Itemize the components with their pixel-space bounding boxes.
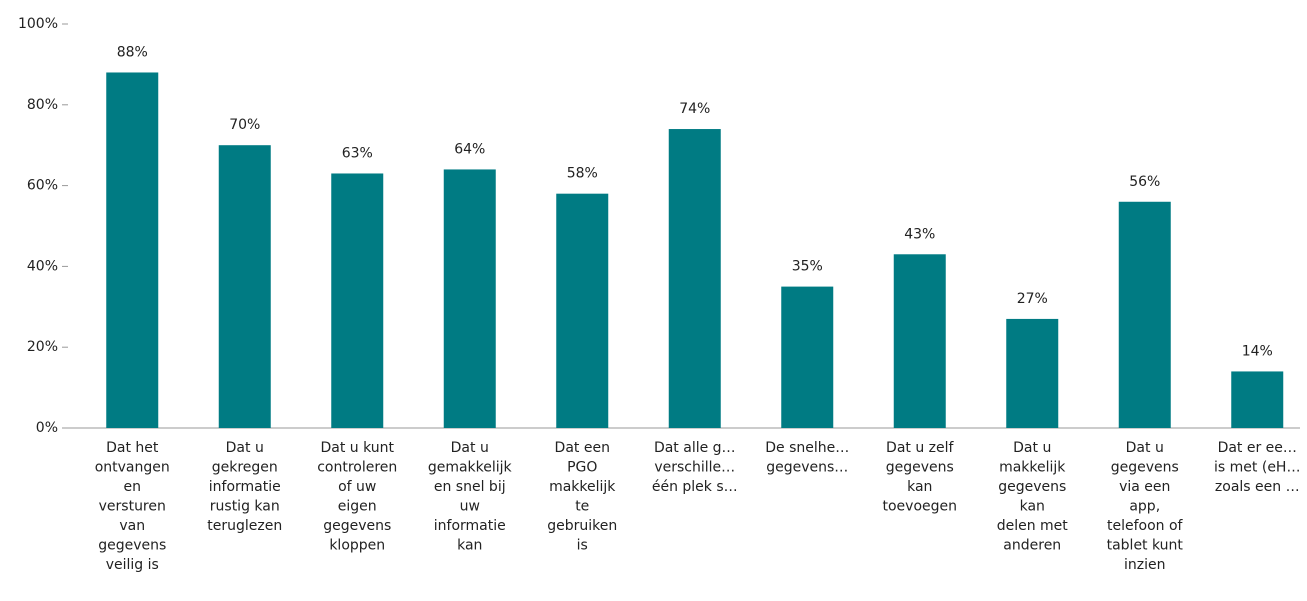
x-tick-label: controleren: [317, 460, 397, 476]
x-tick-label: gegevens: [98, 538, 166, 554]
x-tick-label: is: [577, 538, 588, 554]
x-tick-label: gebruiken: [547, 518, 617, 534]
x-tick-label: van: [119, 518, 145, 534]
bar: [443, 169, 496, 428]
x-tick-label: Dat u kunt: [320, 440, 394, 456]
x-tick-label: informatie: [434, 518, 506, 534]
x-tick-label: Dat er ee…: [1218, 440, 1297, 456]
x-tick-label: gekregen: [212, 460, 278, 476]
y-tick-label: 80%: [27, 97, 58, 113]
value-label: 88%: [117, 44, 148, 60]
x-tick-label: gegevens: [1111, 460, 1179, 476]
value-label: 43%: [904, 226, 935, 242]
x-tick-label: Dat u: [226, 440, 264, 456]
x-tick-label: verschille…: [654, 460, 735, 476]
bar: [556, 193, 609, 428]
x-tick-label: kloppen: [329, 538, 385, 554]
x-tick-label: informatie: [209, 479, 281, 495]
value-label: 35%: [792, 259, 823, 275]
bar: [331, 173, 384, 428]
x-tick-label: makkelijk: [999, 460, 1066, 476]
x-tick-label: makkelijk: [549, 479, 616, 495]
y-tick-label: 40%: [27, 258, 58, 274]
value-label: 58%: [567, 166, 598, 182]
x-tick-label: en: [124, 479, 142, 495]
x-tick-label: Dat u: [1126, 440, 1164, 456]
value-label: 74%: [679, 101, 710, 117]
x-tick-label: eigen: [338, 499, 377, 515]
x-tick-label: en snel bij: [434, 479, 506, 495]
x-tick-label: kan: [907, 479, 932, 495]
x-tick-label: Dat u: [451, 440, 489, 456]
bar: [1118, 201, 1171, 428]
value-label: 56%: [1129, 174, 1160, 190]
x-tick-label: zoals een …: [1215, 479, 1300, 495]
x-tick-label: één plek s…: [652, 479, 738, 495]
x-tick-label: De snelhe…: [765, 440, 849, 456]
x-tick-label: gegevens…: [766, 460, 848, 476]
x-tick-label: anderen: [1003, 538, 1061, 554]
x-tick-label: veilig is: [106, 557, 159, 573]
x-tick-label: gemakkelijk: [428, 460, 513, 476]
x-tick-label: Dat alle g…: [654, 440, 736, 456]
x-tick-label: Dat u: [1013, 440, 1051, 456]
value-label: 70%: [229, 117, 260, 133]
x-tick-label: tablet kunt: [1107, 538, 1184, 554]
x-tick-label: kan: [1020, 499, 1045, 515]
x-tick-label: Dat het: [106, 440, 159, 456]
x-tick-label: te: [575, 499, 589, 515]
y-tick-label: 20%: [27, 339, 58, 355]
x-tick-label: Dat u zelf: [886, 440, 954, 456]
y-tick-label: 100%: [18, 16, 58, 32]
x-tick-label: inzien: [1124, 557, 1166, 573]
x-tick-label: app,: [1129, 499, 1160, 515]
x-tick-label: PGO: [567, 460, 597, 476]
y-tick-label: 60%: [27, 178, 58, 194]
bar: [218, 145, 271, 428]
value-label: 27%: [1017, 291, 1048, 307]
value-label: 64%: [454, 141, 485, 157]
bar: [781, 286, 834, 428]
x-tick-label: toevoegen: [882, 499, 957, 515]
bar: [893, 254, 946, 428]
bar: [1231, 371, 1284, 428]
x-tick-label: kan: [457, 538, 482, 554]
x-tick-label: telefoon of: [1107, 518, 1184, 534]
x-tick-label: via een: [1119, 479, 1170, 495]
x-tick-label: gegevens: [323, 518, 391, 534]
x-tick-label: rustig kan: [210, 499, 280, 515]
value-label: 14%: [1242, 343, 1273, 359]
value-label: 63%: [342, 145, 373, 161]
x-tick-label: gegevens: [886, 460, 954, 476]
x-tick-label: of uw: [338, 479, 376, 495]
x-tick-label: uw: [460, 499, 480, 515]
x-tick-label: Dat een: [555, 440, 610, 456]
x-tick-label: is met (eH…: [1214, 460, 1300, 476]
y-tick-label: 0%: [36, 420, 58, 436]
bar: [106, 72, 159, 428]
bar: [668, 129, 721, 429]
x-tick-label: teruglezen: [207, 518, 282, 534]
x-tick-label: versturen: [99, 499, 166, 515]
bar: [1006, 318, 1059, 428]
x-tick-label: ontvangen: [95, 460, 170, 476]
x-tick-label: gegevens: [998, 479, 1066, 495]
x-tick-label: delen met: [997, 518, 1069, 534]
